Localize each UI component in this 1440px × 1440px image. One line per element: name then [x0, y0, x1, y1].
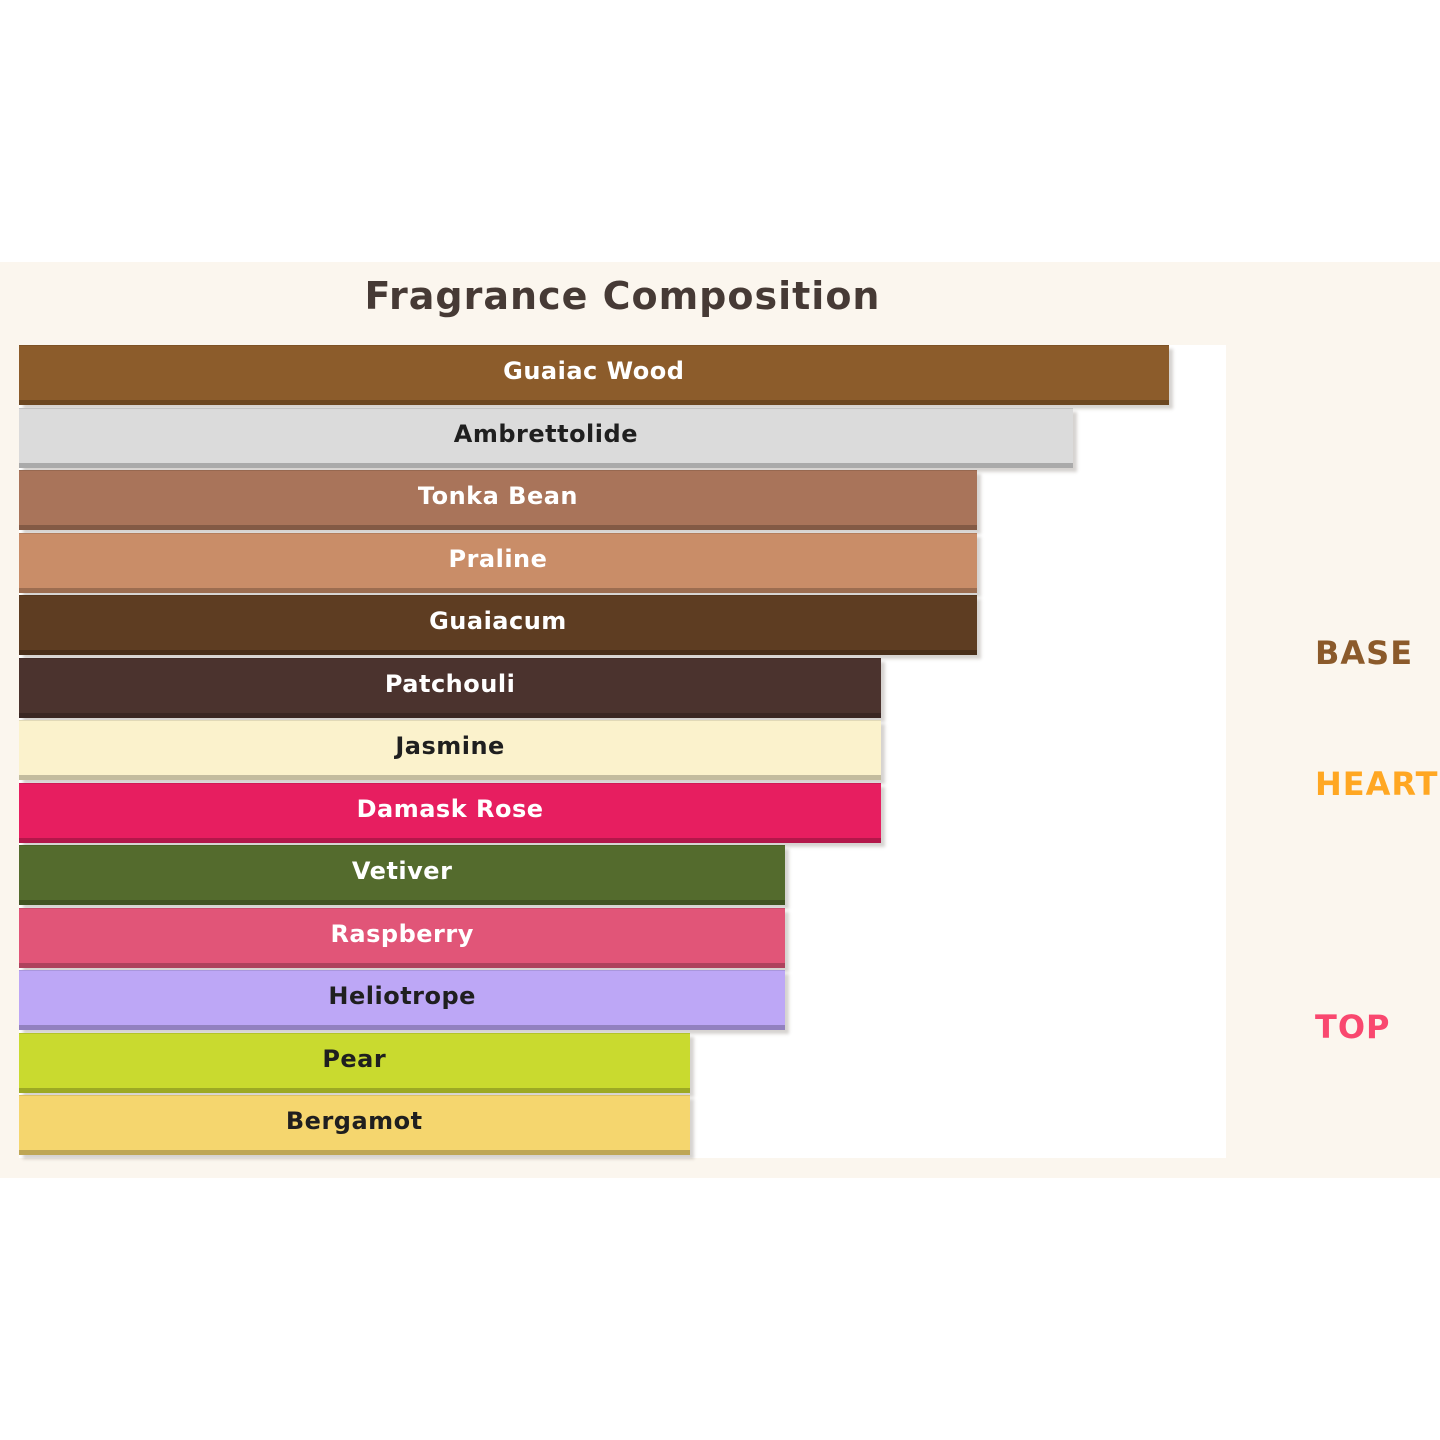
- bar-label: Vetiver: [351, 857, 453, 885]
- bar-row: Damask Rose: [19, 782, 1226, 846]
- bar-row: Heliotrope: [19, 970, 1226, 1033]
- bar-row: Bergamot: [19, 1095, 1226, 1158]
- bar-label: Raspberry: [330, 919, 474, 948]
- bar-label: Guaiac Wood: [503, 357, 685, 385]
- bar-label: Guaiacum: [429, 607, 567, 635]
- bar-heliotrope: Heliotrope: [19, 970, 786, 1030]
- bar-label: Ambrettolide: [453, 419, 638, 448]
- bar-jasmine: Jasmine: [19, 720, 882, 780]
- chart-title: Fragrance Composition: [364, 274, 881, 318]
- plot-area: Guaiac Wood Ambrettolide Tonka Bean Praline…: [19, 345, 1226, 1158]
- bar-raspberry: Raspberry: [19, 907, 786, 968]
- bar-label: Tonka Bean: [417, 482, 579, 510]
- bar-label: Damask Rose: [356, 794, 544, 823]
- bar-row: Jasmine: [19, 720, 1226, 783]
- bar-bergamot: Bergamot: [19, 1095, 690, 1155]
- group-label-heart: HEART: [1315, 765, 1439, 803]
- bar-praline: Praline: [19, 532, 977, 593]
- bar-label: Pear: [322, 1044, 387, 1073]
- group-label-base: BASE: [1315, 634, 1414, 672]
- bar-tonka-bean: Tonka Bean: [19, 470, 977, 530]
- bar-label: Jasmine: [395, 732, 505, 760]
- bar-row: Guaiacum: [19, 595, 1226, 658]
- bar-row: Patchouli: [19, 657, 1226, 721]
- bar-row: Tonka Bean: [19, 470, 1226, 533]
- bar-row: Raspberry: [19, 907, 1226, 971]
- bar-row: Guaiac Wood: [19, 345, 1226, 408]
- group-label-top: TOP: [1315, 1008, 1391, 1046]
- bar-row: Vetiver: [19, 845, 1226, 908]
- bar-row: Ambrettolide: [19, 407, 1226, 471]
- bar-label: Heliotrope: [328, 982, 476, 1010]
- bar-patchouli: Patchouli: [19, 657, 882, 718]
- bar-vetiver: Vetiver: [19, 845, 786, 905]
- bar-label: Praline: [448, 544, 548, 573]
- bar-label: Bergamot: [285, 1107, 423, 1135]
- bar-row: Pear: [19, 1032, 1226, 1096]
- bar-guaiacum: Guaiacum: [19, 595, 977, 655]
- bar-row: Praline: [19, 532, 1226, 596]
- bar-pear: Pear: [19, 1032, 690, 1093]
- bar-guaiac-wood: Guaiac Wood: [19, 345, 1169, 405]
- bar-label: Patchouli: [384, 669, 516, 698]
- bar-damask-rose: Damask Rose: [19, 782, 882, 843]
- bar-ambrettolide: Ambrettolide: [19, 407, 1073, 468]
